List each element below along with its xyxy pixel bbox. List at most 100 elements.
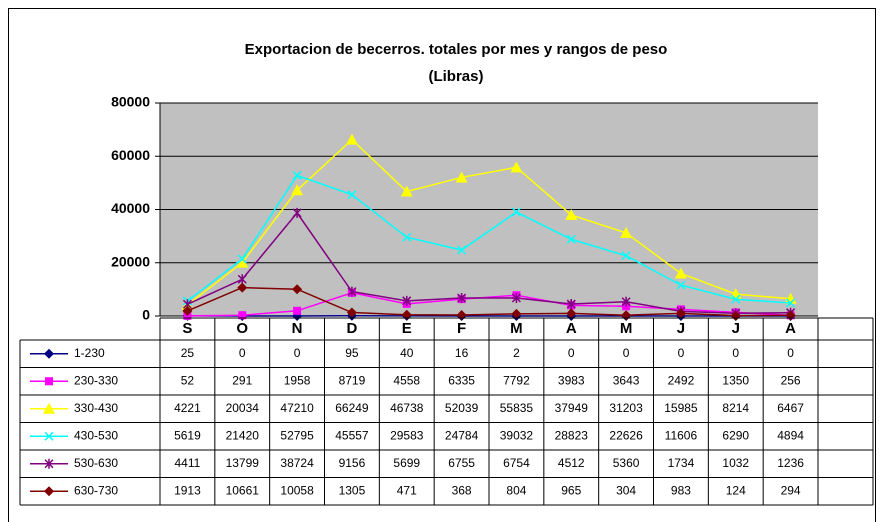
x-tick-label: E: [402, 320, 412, 337]
table-value: 1734: [668, 456, 695, 470]
marker: [44, 486, 54, 497]
table-value: 1236: [777, 456, 804, 470]
marker: [510, 161, 523, 173]
table-value: 6335: [448, 373, 475, 387]
marker: [565, 208, 578, 220]
x-tick-label: M: [620, 320, 633, 337]
table-value: 1305: [339, 483, 366, 497]
legend-label: 1-230: [74, 346, 105, 360]
marker: [566, 234, 576, 244]
legend-label: 630-730: [74, 483, 118, 497]
table-value: 6467: [777, 401, 804, 415]
x-tick-label: O: [236, 320, 248, 337]
table-value: 8719: [339, 373, 366, 387]
marker: [511, 293, 521, 304]
table-value: 0: [623, 346, 630, 360]
table-value: 471: [397, 483, 417, 497]
table-value: 52039: [445, 401, 479, 415]
table-value: 5699: [393, 456, 420, 470]
table-value: 29583: [390, 428, 424, 442]
table-value: 55835: [500, 401, 534, 415]
table-value: 24784: [445, 428, 479, 442]
table-value: 7792: [503, 373, 530, 387]
series-line: [186, 174, 791, 304]
table-value: 47210: [280, 401, 314, 415]
marker: [511, 207, 521, 217]
table-value: 5619: [174, 428, 201, 442]
table-value: 46738: [390, 401, 424, 415]
legend-label: 230-330: [74, 373, 118, 387]
table-value: 0: [787, 346, 794, 360]
table-value: 6290: [722, 428, 749, 442]
table-value: 10058: [280, 483, 314, 497]
marker: [621, 251, 631, 261]
table-value: 4512: [558, 456, 585, 470]
y-tick-label: 0: [142, 307, 150, 323]
marker: [675, 308, 686, 319]
table-value: 3983: [558, 373, 585, 387]
y-tick-label: 80000: [111, 94, 150, 110]
series-line: [187, 286, 791, 317]
y-tick-label: 20000: [111, 253, 150, 269]
marker: [457, 245, 467, 255]
marker: [346, 307, 357, 318]
marker: [237, 274, 247, 285]
table-value: 304: [616, 483, 636, 497]
y-tick-label: 40000: [111, 200, 150, 216]
marker: [237, 254, 247, 264]
marker: [621, 296, 631, 307]
table-value: 13799: [226, 456, 260, 470]
table-value: 10661: [226, 483, 260, 497]
table-value: 124: [726, 483, 746, 497]
table-value: 8214: [722, 401, 749, 415]
series-line: [187, 211, 791, 315]
table-value: 20034: [226, 401, 260, 415]
series-line: [187, 292, 791, 317]
table-value: 291: [232, 373, 252, 387]
marker: [238, 311, 247, 320]
marker: [292, 284, 303, 295]
marker: [402, 295, 412, 306]
table-value: 25: [181, 346, 195, 360]
marker: [566, 298, 576, 309]
marker: [347, 190, 357, 200]
marker: [566, 308, 577, 319]
table-value: 45557: [335, 428, 369, 442]
table-value: 40: [400, 346, 414, 360]
table-value: 0: [732, 346, 739, 360]
table-value: 804: [506, 483, 526, 497]
table-value: 22626: [609, 428, 643, 442]
table-value: 1958: [284, 373, 311, 387]
marker: [237, 282, 248, 293]
table-value: 4894: [777, 428, 804, 442]
table-value: 52: [181, 373, 195, 387]
marker: [44, 458, 54, 469]
x-tick-label: A: [785, 320, 796, 337]
marker: [43, 402, 55, 414]
x-tick-label: J: [732, 320, 740, 337]
marker: [784, 292, 797, 304]
table-value: 38724: [280, 456, 314, 470]
table-value: 0: [239, 346, 246, 360]
x-tick-label: J: [677, 320, 685, 337]
table-value: 2492: [668, 373, 695, 387]
x-tick-label: N: [292, 320, 303, 337]
table-value: 66249: [335, 401, 369, 415]
table-value: 0: [678, 346, 685, 360]
marker: [676, 280, 686, 290]
marker: [345, 133, 358, 145]
marker: [455, 171, 468, 183]
marker: [292, 207, 302, 218]
table-value: 4558: [393, 373, 420, 387]
table-value: 21420: [226, 428, 260, 442]
table-value: 6755: [448, 456, 475, 470]
table-value: 39032: [500, 428, 534, 442]
legend-label: 530-630: [74, 456, 118, 470]
table-value: 3643: [613, 373, 640, 387]
table-value: 1913: [174, 483, 201, 497]
marker: [511, 308, 522, 319]
table-value: 4411: [175, 456, 201, 470]
marker: [786, 298, 796, 308]
marker: [293, 306, 302, 315]
